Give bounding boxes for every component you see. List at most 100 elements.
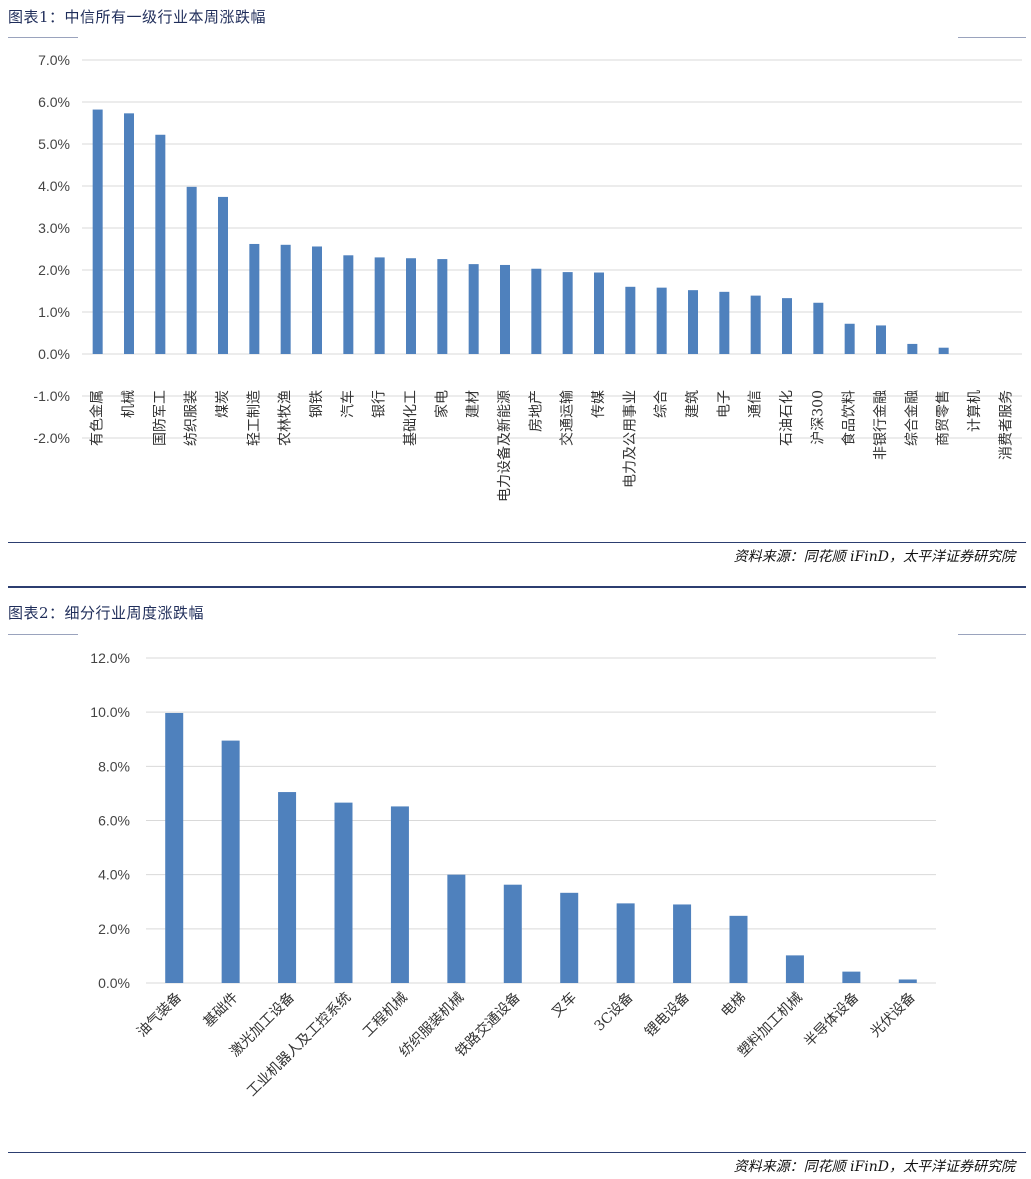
bar <box>503 884 522 983</box>
x-category-label: 油气装备 <box>133 989 185 1041</box>
bar <box>750 295 761 354</box>
bar <box>907 343 918 354</box>
figure1-source: 资料来源：同花顺 iFinD，太平洋证券研究院 <box>733 549 1015 565</box>
bar <box>844 323 855 354</box>
y-tick-label: 0.0% <box>38 346 70 362</box>
x-category-label: 工程机械 <box>360 990 411 1041</box>
x-category-label: 光伏设备 <box>867 989 919 1041</box>
x-category-label: 家电 <box>433 390 450 418</box>
figure-separator <box>8 586 1026 588</box>
x-category-label: 综合金融 <box>904 390 920 446</box>
chart1: 7.0% 6.0% 5.0% 4.0% 3.0% 2.0% 1.0% 0.0% -1.0% -2.… <box>33 52 1022 502</box>
figure1-top-rule-right <box>958 37 1026 38</box>
bar <box>782 298 792 354</box>
x-category-label: 消费者服务 <box>998 390 1014 460</box>
x-category-label: 基础件 <box>200 989 242 1031</box>
x-category-label: 机械 <box>121 390 137 418</box>
bar <box>729 915 748 983</box>
bar <box>938 347 949 354</box>
x-category-label: 半导体设备 <box>801 989 863 1051</box>
y-tick-label: 12.0% <box>90 650 130 666</box>
x-category-label: 计算机 <box>967 390 983 432</box>
x-category-label: 轻工制造 <box>246 390 262 446</box>
bar <box>656 287 667 354</box>
bar <box>165 712 184 983</box>
y-tick-label: 1.0% <box>38 304 70 320</box>
bar <box>280 244 291 354</box>
y-tick-label: 2.0% <box>98 921 130 937</box>
figure1-title: 图表1：中信所有一级行业本周涨跌幅 <box>8 8 267 26</box>
x-category-label: 煤炭 <box>215 390 231 418</box>
x-category-label: 通信 <box>748 390 764 418</box>
bar <box>500 264 510 354</box>
x-category-label: 基础化工 <box>402 390 419 446</box>
x-category-label: 电力设备及新能源 <box>496 390 513 502</box>
x-category-label: 工业机器人及工控系统 <box>244 990 354 1100</box>
bar <box>334 802 353 983</box>
bar <box>406 258 416 354</box>
bar <box>616 903 635 983</box>
bar <box>468 264 479 354</box>
y-tick-label: -2.0% <box>33 430 70 446</box>
bar <box>447 874 466 983</box>
x-category-label: 石油石化 <box>779 390 795 446</box>
y-tick-label: 8.0% <box>98 758 130 774</box>
bar <box>531 268 542 354</box>
bar <box>562 272 573 354</box>
figure2-title: 图表2：细分行业周度涨跌幅 <box>8 604 205 622</box>
figure2-top-rule-left <box>8 634 78 635</box>
bar <box>249 243 260 354</box>
bar <box>155 134 166 354</box>
bar <box>813 302 824 354</box>
bar <box>218 196 228 354</box>
y-tick-label: 0.0% <box>98 975 130 991</box>
y-tick-label: 7.0% <box>38 52 70 68</box>
bar <box>673 904 692 983</box>
x-category-label: 食品饮料 <box>841 390 858 446</box>
x-category-label: 叉车 <box>548 989 580 1021</box>
x-category-label: 汽车 <box>339 390 356 418</box>
x-category-label: 电梯 <box>718 990 749 1021</box>
x-category-label: 钢铁 <box>309 390 325 418</box>
bar <box>343 255 354 354</box>
y-tick-label: 6.0% <box>38 94 70 110</box>
bar <box>221 740 240 983</box>
y-tick-label: 10.0% <box>90 704 130 720</box>
x-category-label: 房地产 <box>528 390 544 432</box>
bar <box>374 257 385 354</box>
bar <box>92 109 103 354</box>
y-tick-label: 2.0% <box>38 262 70 278</box>
figure2-bottom-rule <box>8 1152 1026 1153</box>
x-category-label: 电力及公用事业 <box>622 390 638 488</box>
x-category-label: 建材 <box>466 390 482 418</box>
bar <box>876 325 886 354</box>
x-category-label: 电子 <box>716 390 732 418</box>
bar <box>312 246 322 354</box>
figure2-top-rule-right <box>958 634 1026 635</box>
x-category-label: 有色金属 <box>89 390 106 446</box>
bar <box>437 259 448 354</box>
bar <box>688 290 698 354</box>
x-category-label: 农林牧渔 <box>278 390 294 446</box>
bar <box>719 291 730 354</box>
bar <box>278 792 297 983</box>
bar <box>124 113 134 354</box>
figure1-bottom-rule <box>8 542 1026 543</box>
x-category-label: 商贸零售 <box>936 390 952 446</box>
bar <box>560 892 579 983</box>
x-category-label: 3C设备 <box>591 989 637 1035</box>
x-category-label: 传媒 <box>591 390 607 418</box>
chart2: 12.0%10.0%8.0%6.0%4.0%2.0%0.0%油气装备 基础件激光加… <box>90 650 936 1100</box>
x-category-label: 国防军工 <box>152 390 168 446</box>
figure2-source: 资料来源：同花顺 iFinD，太平洋证券研究院 <box>733 1159 1015 1175</box>
bar <box>390 806 409 983</box>
x-category-label: 非银行金融 <box>873 390 889 460</box>
x-category-label: 交通运输 <box>559 390 576 446</box>
x-category-label: 沪深300 <box>810 390 826 445</box>
y-tick-label: 6.0% <box>98 813 130 829</box>
y-tick-label: 3.0% <box>38 220 70 236</box>
x-category-label: 银行 <box>372 390 388 418</box>
y-tick-label: 4.0% <box>98 867 130 883</box>
bar <box>785 955 804 983</box>
x-category-label: 锂电设备 <box>641 989 693 1041</box>
